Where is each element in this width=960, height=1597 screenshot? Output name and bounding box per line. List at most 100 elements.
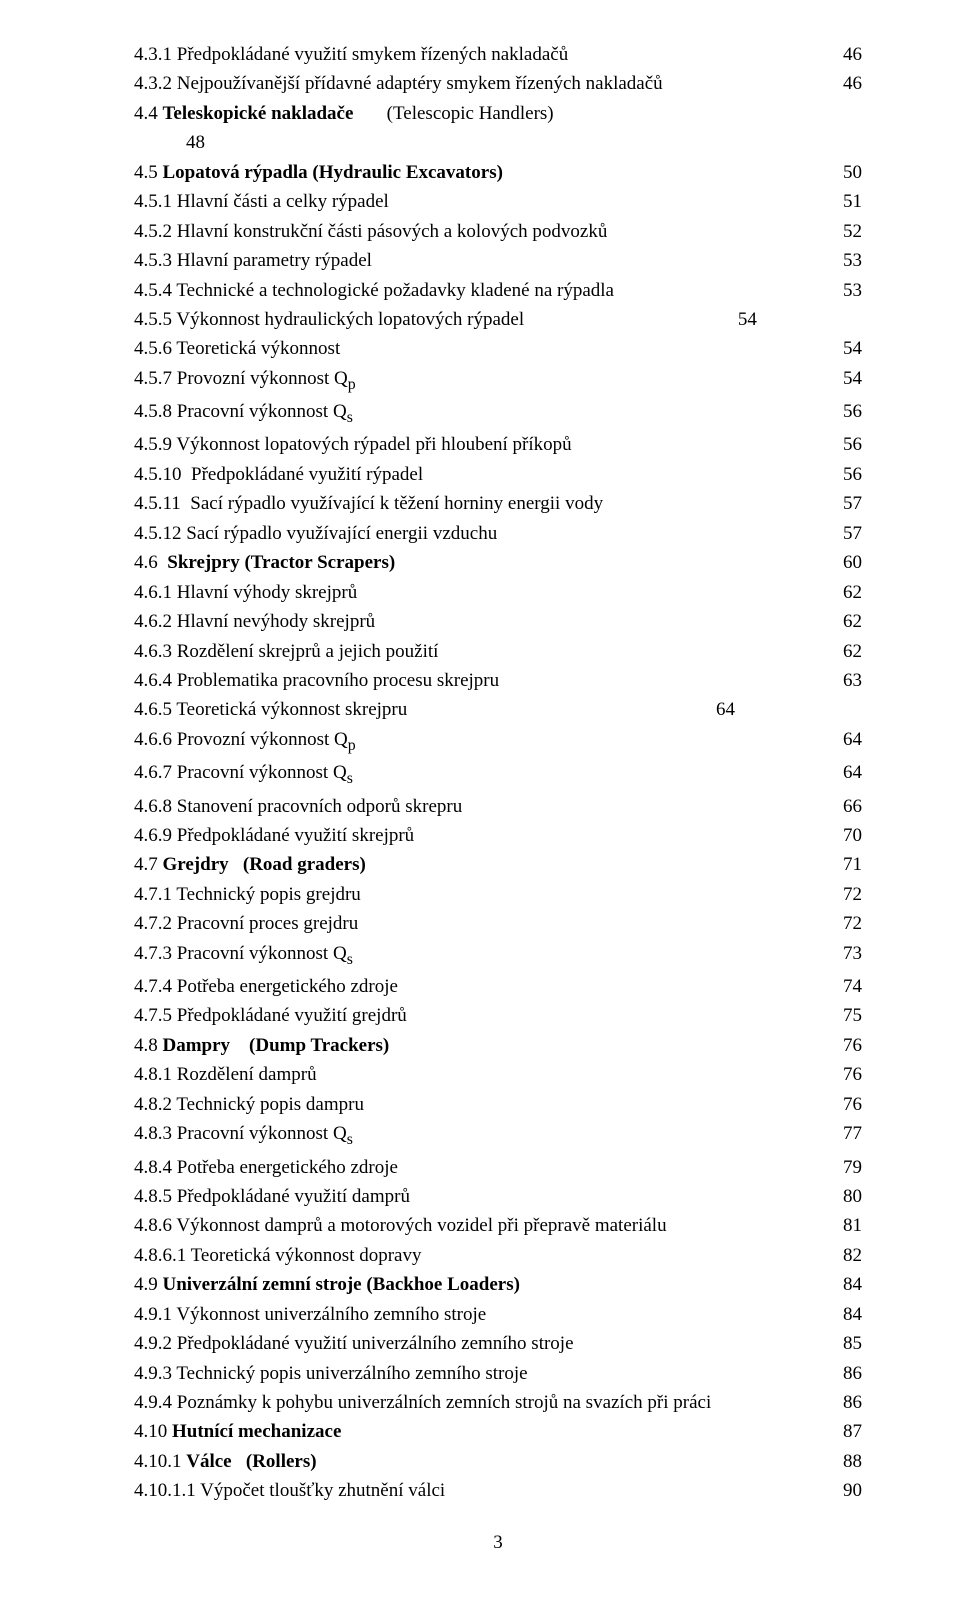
toc-line: 4.8.6.1 Teoretická výkonnost dopravy82 bbox=[134, 1241, 862, 1270]
toc-line: 4.9.1 Výkonnost univerzálního zemního st… bbox=[134, 1300, 862, 1329]
toc-label: 4.5.7 Provozní výkonnost Qp bbox=[134, 364, 822, 397]
toc-label: 4.8.1 Rozdělení damprů bbox=[134, 1060, 822, 1089]
toc-label: 48 bbox=[186, 128, 822, 157]
toc-page: 64 bbox=[822, 758, 862, 787]
toc-page: 56 bbox=[822, 460, 862, 489]
toc-label: 4.6.4 Problematika pracovního procesu sk… bbox=[134, 666, 822, 695]
toc-label: 4.10.1 Válce (Rollers) bbox=[134, 1447, 822, 1476]
toc-page: 70 bbox=[822, 821, 862, 850]
toc-label: 4.5.9 Výkonnost lopatových rýpadel při h… bbox=[134, 430, 822, 459]
toc-page: 64 bbox=[822, 725, 862, 754]
toc-page: 85 bbox=[822, 1329, 862, 1358]
toc-line: 4.5.2 Hlavní konstrukční části pásových … bbox=[134, 217, 862, 246]
toc-page: 56 bbox=[822, 430, 862, 459]
toc-label: 4.10.1.1 Výpočet tloušťky zhutnění válci bbox=[134, 1476, 822, 1505]
toc-label: 4.8.6 Výkonnost damprů a motorových vozi… bbox=[134, 1211, 822, 1240]
toc-line: 4.7.4 Potřeba energetického zdroje74 bbox=[134, 972, 862, 1001]
toc-page: 52 bbox=[822, 217, 862, 246]
toc-page: 77 bbox=[822, 1119, 862, 1148]
toc-line: 4.8.6 Výkonnost damprů a motorových vozi… bbox=[134, 1211, 862, 1240]
toc-label: 4.6.5 Teoretická výkonnost skrejpru 64 bbox=[134, 695, 822, 724]
toc-page: 86 bbox=[822, 1359, 862, 1388]
toc-line: 4.6.7 Pracovní výkonnost Qs64 bbox=[134, 758, 862, 791]
toc-label: 4.5.5 Výkonnost hydraulických lopatových… bbox=[134, 305, 822, 334]
toc-line: 4.5.12 Sací rýpadlo využívající energii … bbox=[134, 519, 862, 548]
toc-label: 4.7.3 Pracovní výkonnost Qs bbox=[134, 939, 822, 972]
toc-label: 4.6.6 Provozní výkonnost Qp bbox=[134, 725, 822, 758]
toc-line: 4.9 Univerzální zemní stroje (Backhoe Lo… bbox=[134, 1270, 862, 1299]
toc-label: 4.7 Grejdry (Road graders) bbox=[134, 850, 822, 879]
toc-page: 72 bbox=[822, 909, 862, 938]
toc-page: 57 bbox=[822, 489, 862, 518]
toc-label: 4.5.2 Hlavní konstrukční části pásových … bbox=[134, 217, 822, 246]
toc-line: 4.7.3 Pracovní výkonnost Qs73 bbox=[134, 939, 862, 972]
toc-line: 4.5.6 Teoretická výkonnost54 bbox=[134, 334, 862, 363]
toc-label: 4.6.8 Stanovení pracovních odporů skrepr… bbox=[134, 792, 822, 821]
toc-label: 4.5.4 Technické a technologické požadavk… bbox=[134, 276, 822, 305]
toc-label: 4.8 Dampry (Dump Trackers) bbox=[134, 1031, 822, 1060]
toc-line: 4.6.1 Hlavní výhody skrejprů62 bbox=[134, 578, 862, 607]
toc-label: 4.5.8 Pracovní výkonnost Qs bbox=[134, 397, 822, 430]
toc-label: 4.9.4 Poznámky k pohybu univerzálních ze… bbox=[134, 1388, 822, 1417]
toc-page: 84 bbox=[822, 1270, 862, 1299]
toc-label: 4.9.3 Technický popis univerzálního zemn… bbox=[134, 1359, 822, 1388]
toc-page: 79 bbox=[822, 1153, 862, 1182]
toc-label: 4.6.1 Hlavní výhody skrejprů bbox=[134, 578, 822, 607]
toc-page: 71 bbox=[822, 850, 862, 879]
toc-label: 4.5.11 Sací rýpadlo využívající k těžení… bbox=[134, 489, 822, 518]
toc-label: 4.5.10 Předpokládané využití rýpadel bbox=[134, 460, 822, 489]
toc-line: 4.4 Teleskopické nakladače (Telescopic H… bbox=[134, 99, 862, 128]
toc-page: 53 bbox=[822, 246, 862, 275]
toc-line: 4.8.1 Rozdělení damprů76 bbox=[134, 1060, 862, 1089]
toc-label: 4.6.7 Pracovní výkonnost Qs bbox=[134, 758, 822, 791]
toc-line: 4.8 Dampry (Dump Trackers)76 bbox=[134, 1031, 862, 1060]
toc-line: 4.5.1 Hlavní části a celky rýpadel51 bbox=[134, 187, 862, 216]
toc-page: 57 bbox=[822, 519, 862, 548]
toc-label: 4.3.2 Nejpoužívanější přídavné adaptéry … bbox=[134, 69, 822, 98]
toc-page: 46 bbox=[822, 69, 862, 98]
toc-page: 76 bbox=[822, 1090, 862, 1119]
toc-line: 4.6.5 Teoretická výkonnost skrejpru 64 bbox=[134, 695, 862, 724]
toc-label: 4.4 Teleskopické nakladače (Telescopic H… bbox=[134, 99, 822, 128]
toc-line: 4.7 Grejdry (Road graders)71 bbox=[134, 850, 862, 879]
toc-label: 4.5.1 Hlavní části a celky rýpadel bbox=[134, 187, 822, 216]
toc-label: 4.8.4 Potřeba energetického zdroje bbox=[134, 1153, 822, 1182]
toc-line: 4.6.2 Hlavní nevýhody skrejprů62 bbox=[134, 607, 862, 636]
toc-page: 46 bbox=[822, 40, 862, 69]
toc-page: 76 bbox=[822, 1031, 862, 1060]
toc-label: 4.5.6 Teoretická výkonnost bbox=[134, 334, 822, 363]
toc-line: 4.10.1 Válce (Rollers)88 bbox=[134, 1447, 862, 1476]
toc-page: 75 bbox=[822, 1001, 862, 1030]
toc-label: 4.7.2 Pracovní proces grejdru bbox=[134, 909, 822, 938]
toc-line: 4.5 Lopatová rýpadla (Hydraulic Excavato… bbox=[134, 158, 862, 187]
toc-line: 4.5.5 Výkonnost hydraulických lopatových… bbox=[134, 305, 862, 334]
toc-line: 4.9.4 Poznámky k pohybu univerzálních ze… bbox=[134, 1388, 862, 1417]
toc-page: 51 bbox=[822, 187, 862, 216]
toc-line: 4.6.9 Předpokládané využití skrejprů70 bbox=[134, 821, 862, 850]
toc-label: 4.7.1 Technický popis grejdru bbox=[134, 880, 822, 909]
toc-label: 4.8.2 Technický popis dampru bbox=[134, 1090, 822, 1119]
toc-label: 4.6.2 Hlavní nevýhody skrejprů bbox=[134, 607, 822, 636]
toc-line: 4.5.3 Hlavní parametry rýpadel53 bbox=[134, 246, 862, 275]
toc-page: 81 bbox=[822, 1211, 862, 1240]
toc-line: 4.5.9 Výkonnost lopatových rýpadel při h… bbox=[134, 430, 862, 459]
toc-page: 62 bbox=[822, 607, 862, 636]
toc-line: 4.10.1.1 Výpočet tloušťky zhutnění válci… bbox=[134, 1476, 862, 1505]
toc-line: 4.8.5 Předpokládané využití damprů80 bbox=[134, 1182, 862, 1211]
toc-line: 4.9.2 Předpokládané využití univerzálníh… bbox=[134, 1329, 862, 1358]
toc-line: 4.6.4 Problematika pracovního procesu sk… bbox=[134, 666, 862, 695]
toc-label: 4.5.3 Hlavní parametry rýpadel bbox=[134, 246, 822, 275]
toc-label: 4.10 Hutnící mechanizace bbox=[134, 1417, 822, 1446]
toc-label: 4.9.2 Předpokládané využití univerzálníh… bbox=[134, 1329, 822, 1358]
toc-label: 4.8.5 Předpokládané využití damprů bbox=[134, 1182, 822, 1211]
toc-line: 4.5.11 Sací rýpadlo využívající k těžení… bbox=[134, 489, 862, 518]
toc-line: 4.8.3 Pracovní výkonnost Qs77 bbox=[134, 1119, 862, 1152]
toc-line: 4.6 Skrejpry (Tractor Scrapers)60 bbox=[134, 548, 862, 577]
toc-line: 4.9.3 Technický popis univerzálního zemn… bbox=[134, 1359, 862, 1388]
toc-page: 50 bbox=[822, 158, 862, 187]
toc-line: 4.10 Hutnící mechanizace87 bbox=[134, 1417, 862, 1446]
toc-page: 54 bbox=[822, 334, 862, 363]
toc-page: 90 bbox=[822, 1476, 862, 1505]
toc-page: 56 bbox=[822, 397, 862, 426]
toc-label: 4.5 Lopatová rýpadla (Hydraulic Excavato… bbox=[134, 158, 822, 187]
